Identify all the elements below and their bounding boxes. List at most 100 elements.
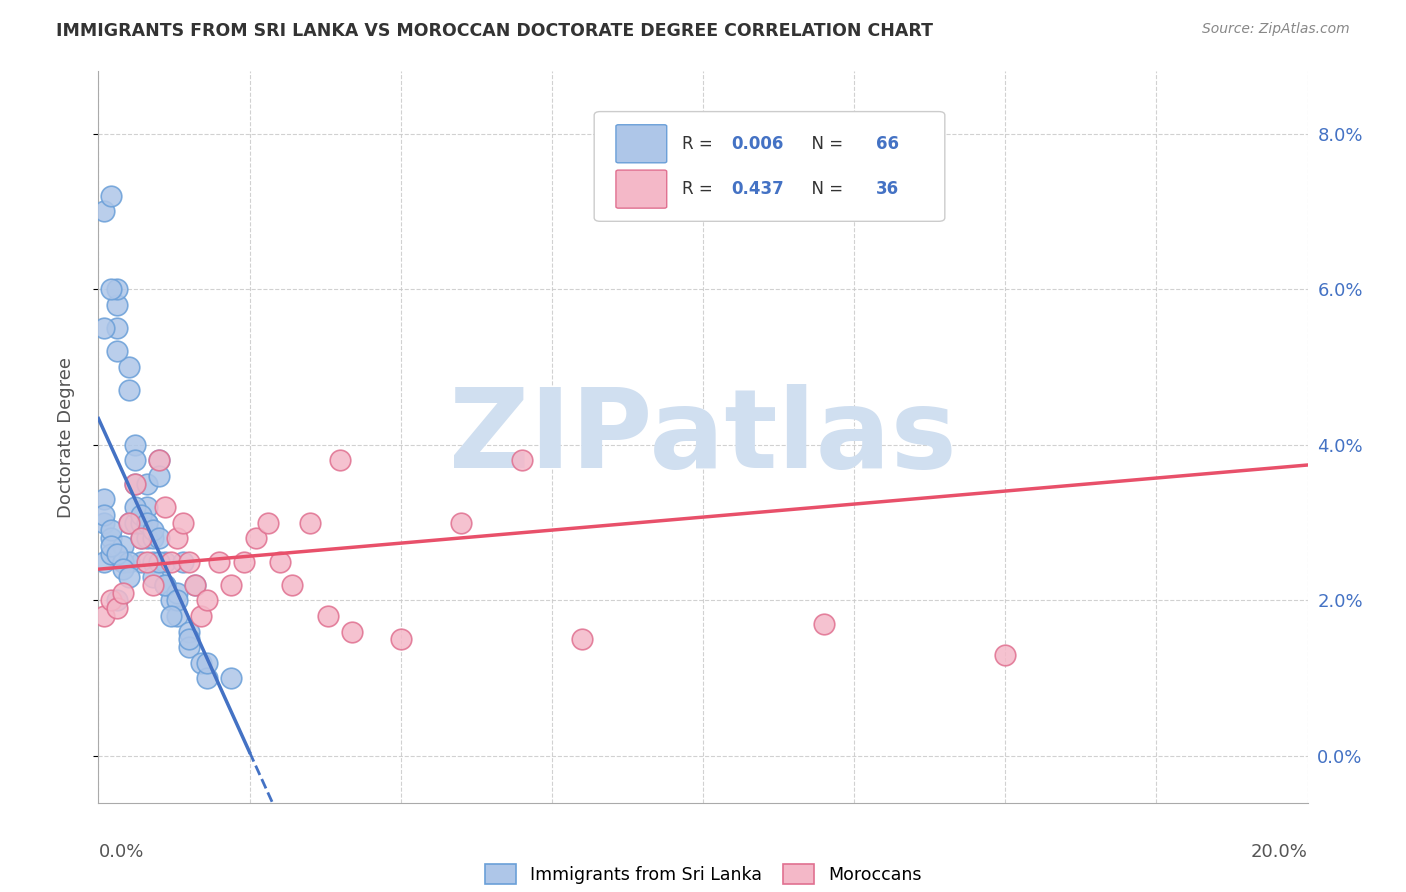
Point xyxy=(221,671,243,685)
Text: ZIPatlas: ZIPatlas xyxy=(449,384,957,491)
Point xyxy=(100,282,122,296)
Text: Source: ZipAtlas.com: Source: ZipAtlas.com xyxy=(1202,22,1350,37)
Point xyxy=(111,585,134,599)
Point xyxy=(153,578,176,592)
Point xyxy=(148,531,170,545)
Point xyxy=(142,555,165,569)
FancyBboxPatch shape xyxy=(616,125,666,163)
Point xyxy=(195,671,218,685)
Point xyxy=(93,516,115,530)
Point xyxy=(118,359,141,374)
Text: 0.437: 0.437 xyxy=(731,180,783,198)
Point xyxy=(221,578,243,592)
Point xyxy=(316,609,339,624)
Point xyxy=(129,555,152,569)
Text: R =: R = xyxy=(682,135,718,153)
Text: R =: R = xyxy=(682,180,718,198)
Point xyxy=(135,516,157,530)
Point xyxy=(813,616,835,631)
Point xyxy=(389,632,412,647)
Point xyxy=(184,578,207,592)
Point xyxy=(124,476,146,491)
Point xyxy=(105,282,128,296)
Point xyxy=(142,531,165,545)
Point xyxy=(100,189,122,203)
Point xyxy=(148,453,170,467)
Text: N =: N = xyxy=(801,135,848,153)
Point xyxy=(873,127,896,141)
Point xyxy=(166,593,188,607)
Point xyxy=(105,321,128,335)
Point xyxy=(172,555,194,569)
Point xyxy=(232,555,254,569)
Point xyxy=(111,555,134,569)
FancyBboxPatch shape xyxy=(595,112,945,221)
Point xyxy=(118,516,141,530)
Point xyxy=(142,524,165,538)
Point xyxy=(129,531,152,545)
Point xyxy=(142,570,165,584)
Point xyxy=(269,555,291,569)
Point xyxy=(342,624,364,639)
Point xyxy=(111,539,134,553)
Point xyxy=(179,632,201,647)
Point xyxy=(124,500,146,515)
Point xyxy=(153,555,176,569)
Point xyxy=(100,531,122,545)
Point xyxy=(329,453,352,467)
Point xyxy=(93,555,115,569)
Point xyxy=(100,539,122,553)
Point xyxy=(153,500,176,515)
Point xyxy=(118,384,141,398)
Point xyxy=(571,632,593,647)
Point xyxy=(135,531,157,545)
Point xyxy=(245,531,267,545)
Point xyxy=(148,555,170,569)
Point xyxy=(153,578,176,592)
Point xyxy=(450,516,472,530)
Point xyxy=(166,585,188,599)
Point xyxy=(179,640,201,655)
Text: IMMIGRANTS FROM SRI LANKA VS MOROCCAN DOCTORATE DEGREE CORRELATION CHART: IMMIGRANTS FROM SRI LANKA VS MOROCCAN DO… xyxy=(56,22,934,40)
Point xyxy=(195,593,218,607)
Point xyxy=(281,578,304,592)
FancyBboxPatch shape xyxy=(616,170,666,208)
Point xyxy=(135,555,157,569)
Point xyxy=(118,570,141,584)
Point xyxy=(160,555,183,569)
Point xyxy=(124,438,146,452)
Point xyxy=(93,609,115,624)
Point xyxy=(166,531,188,545)
Point xyxy=(179,624,201,639)
Point xyxy=(100,593,122,607)
Point xyxy=(166,609,188,624)
Text: 36: 36 xyxy=(876,180,898,198)
Point xyxy=(105,547,128,561)
Point xyxy=(111,555,134,569)
Text: N =: N = xyxy=(801,180,848,198)
Point xyxy=(129,531,152,545)
Point xyxy=(105,344,128,359)
Y-axis label: Doctorate Degree: Doctorate Degree xyxy=(56,357,75,517)
Point xyxy=(160,593,183,607)
Point xyxy=(190,609,212,624)
Point xyxy=(160,609,183,624)
Point xyxy=(256,516,278,530)
Point xyxy=(105,298,128,312)
Point xyxy=(135,476,157,491)
Point xyxy=(299,516,322,530)
Point xyxy=(129,516,152,530)
Point xyxy=(93,508,115,522)
Point xyxy=(124,453,146,467)
Point xyxy=(100,547,122,561)
Point xyxy=(994,648,1017,662)
Point xyxy=(124,476,146,491)
Point xyxy=(105,593,128,607)
Point xyxy=(148,469,170,483)
Point xyxy=(184,578,207,592)
Point xyxy=(142,578,165,592)
Point xyxy=(195,656,218,670)
Point xyxy=(135,500,157,515)
Point xyxy=(135,516,157,530)
Point xyxy=(93,204,115,219)
